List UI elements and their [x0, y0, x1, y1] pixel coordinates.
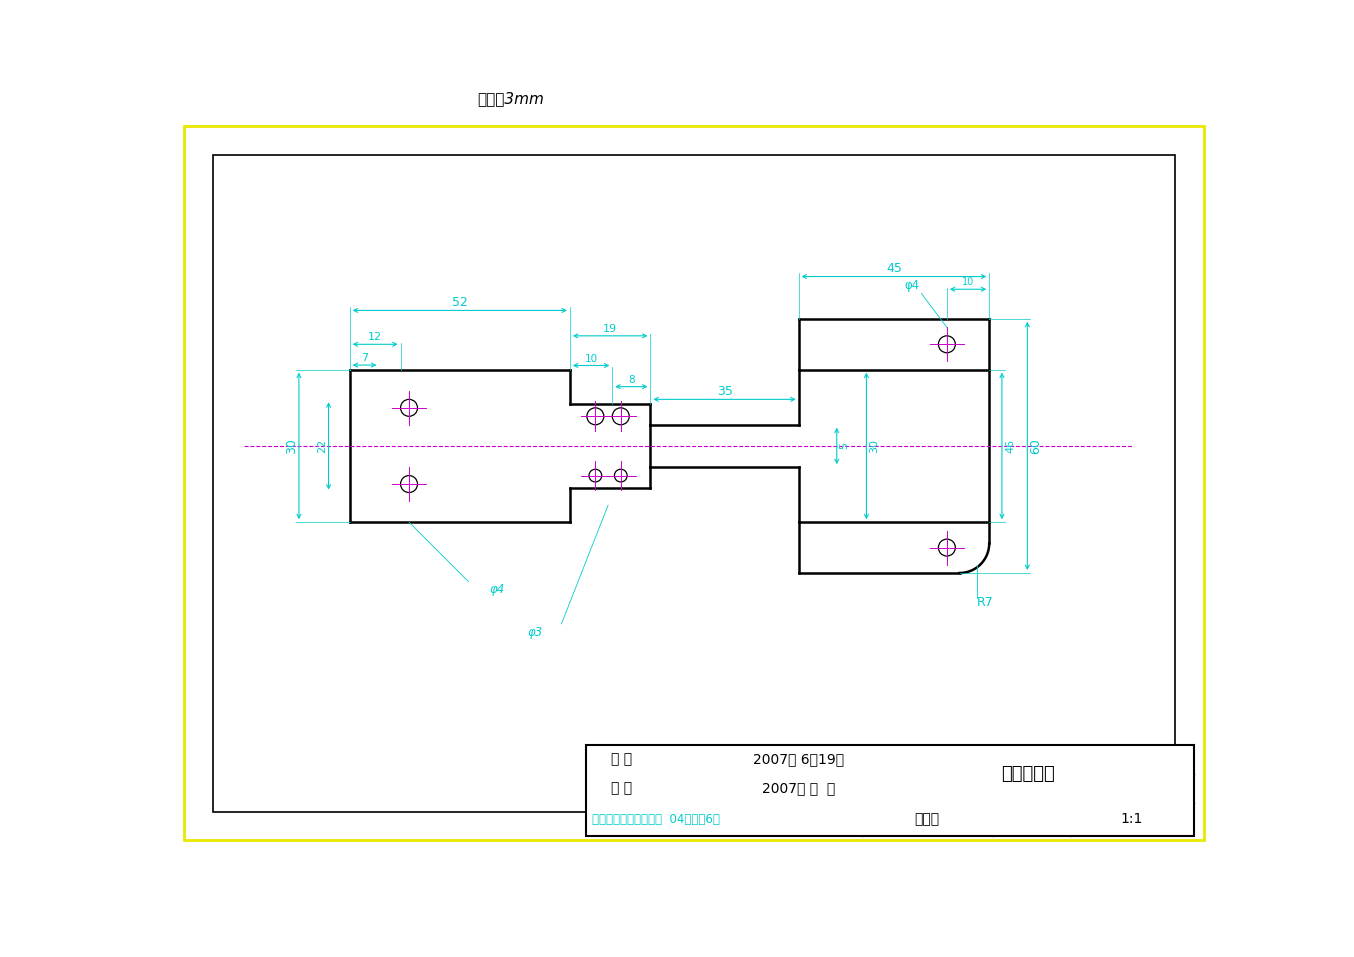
- Text: φ4: φ4: [904, 278, 919, 292]
- Text: 10: 10: [961, 278, 974, 287]
- Text: 60: 60: [1029, 438, 1043, 454]
- Text: 审 核: 审 核: [611, 782, 632, 795]
- Text: 7: 7: [362, 353, 368, 363]
- Text: 12: 12: [368, 332, 382, 343]
- Text: 45: 45: [886, 262, 902, 276]
- Text: φ3: φ3: [528, 626, 543, 638]
- Text: 30: 30: [869, 439, 879, 453]
- Text: 铝合金: 铝合金: [915, 812, 940, 827]
- Bar: [586, 745, 1194, 835]
- Text: φ4: φ4: [490, 584, 505, 596]
- Text: 10: 10: [585, 353, 597, 364]
- Text: 河北工程大学机电学院  04级机制6班: 河北工程大学机电学院 04级机制6班: [592, 812, 720, 826]
- Text: 52: 52: [452, 297, 467, 309]
- Text: 厚度为3mm: 厚度为3mm: [477, 91, 544, 106]
- Text: 制 图: 制 图: [611, 752, 632, 767]
- Text: 19: 19: [603, 323, 617, 334]
- Text: 5: 5: [839, 442, 849, 450]
- Text: 机械手支座: 机械手支座: [1001, 765, 1055, 783]
- Text: 2007年 月  日: 2007年 月 日: [762, 782, 835, 795]
- Text: 1:1: 1:1: [1121, 812, 1143, 827]
- Bar: [213, 155, 1175, 812]
- Text: 22: 22: [317, 439, 326, 453]
- Text: 35: 35: [716, 385, 733, 398]
- Text: 30: 30: [284, 438, 298, 454]
- Text: 2007年 6月19日: 2007年 6月19日: [753, 752, 844, 767]
- Text: R7: R7: [976, 596, 994, 610]
- Text: 8: 8: [628, 375, 635, 385]
- Text: 46: 46: [1006, 439, 1016, 453]
